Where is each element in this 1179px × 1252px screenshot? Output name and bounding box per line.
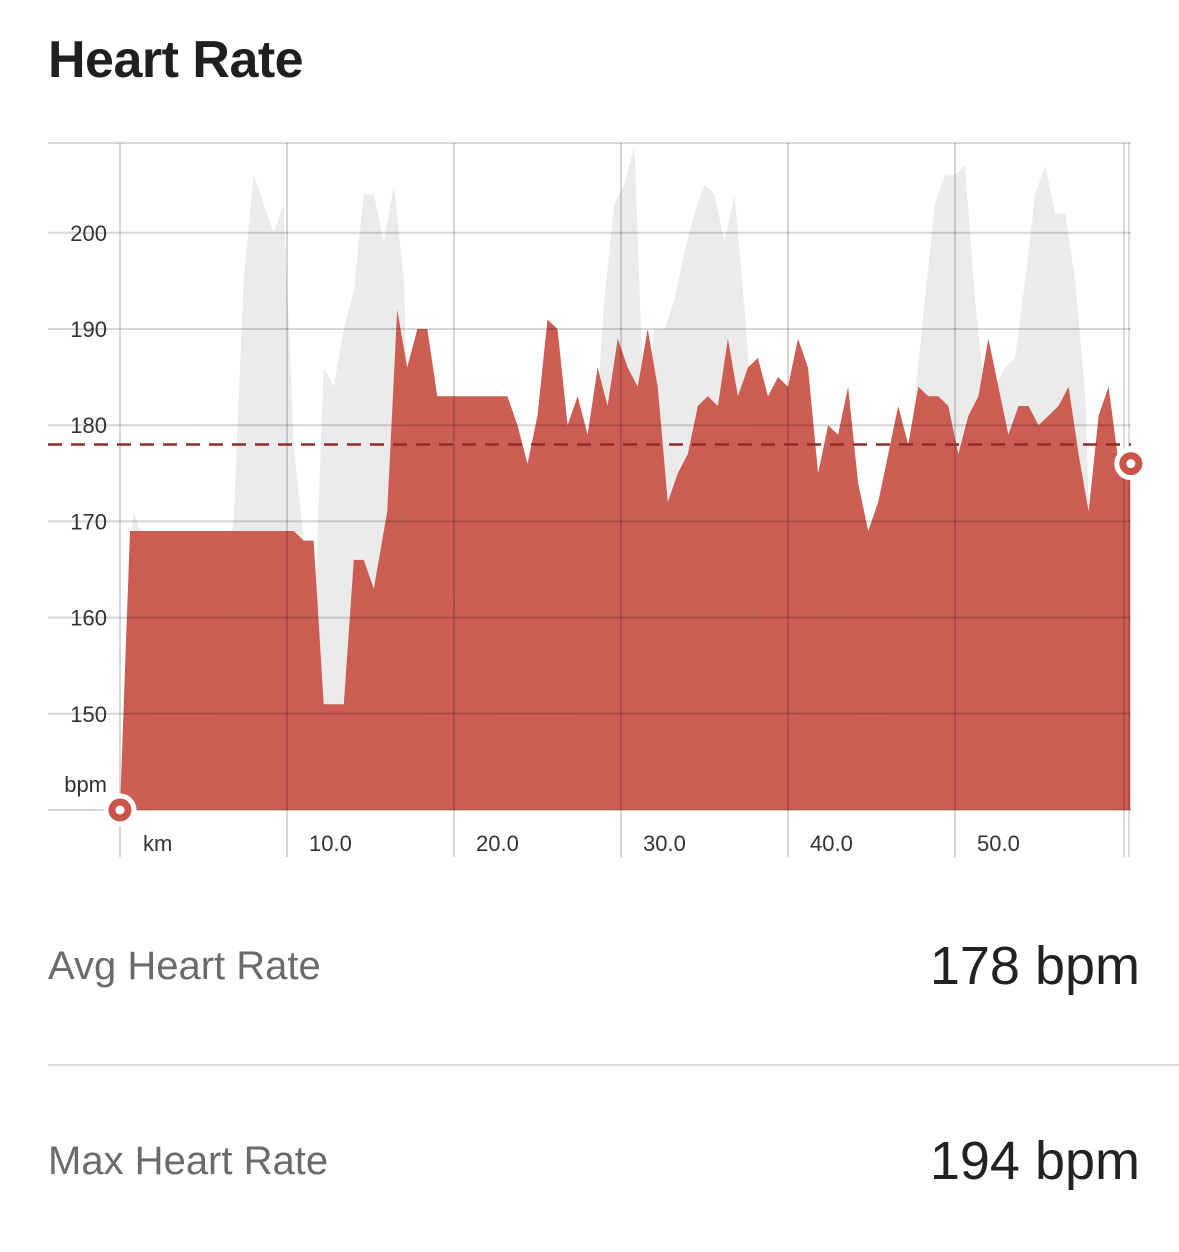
x-tick-label: 20.0 [476, 831, 519, 856]
y-tick-label: 170 [70, 509, 107, 534]
heart-rate-chart: 150 160 170 180 190 200 10.0 20.0 30.0 40.0 50.0 km… [48, 142, 1145, 857]
x-tick-label: 50.0 [977, 831, 1020, 856]
avg-heart-rate-value: 178 bpm [929, 936, 1140, 996]
y-tick-label: 150 [70, 702, 107, 727]
y-tick-label: 190 [70, 317, 107, 342]
max-heart-rate-value: 194 bpm [929, 1131, 1140, 1191]
max-heart-rate-row: Max Heart Rate 194 bpm [48, 1130, 1140, 1192]
y-tick-label: 200 [70, 221, 107, 246]
x-tick-label: 30.0 [643, 831, 686, 856]
y-tick-label: 180 [70, 413, 107, 438]
start-marker-dot [115, 805, 125, 815]
page-title: Heart Rate [48, 31, 304, 89]
divider [48, 1064, 1179, 1066]
heart-rate-series-area [120, 309, 1131, 810]
x-unit-label: km [143, 831, 172, 856]
end-marker-dot [1126, 459, 1136, 469]
avg-heart-rate-label: Avg Heart Rate [48, 943, 321, 988]
y-tick-label: 160 [70, 606, 107, 631]
y-unit-label: bpm [64, 772, 107, 797]
x-tick-label: 10.0 [309, 831, 352, 856]
avg-heart-rate-row: Avg Heart Rate 178 bpm [48, 935, 1140, 997]
max-heart-rate-label: Max Heart Rate [48, 1138, 329, 1183]
x-tick-label: 40.0 [810, 831, 853, 856]
